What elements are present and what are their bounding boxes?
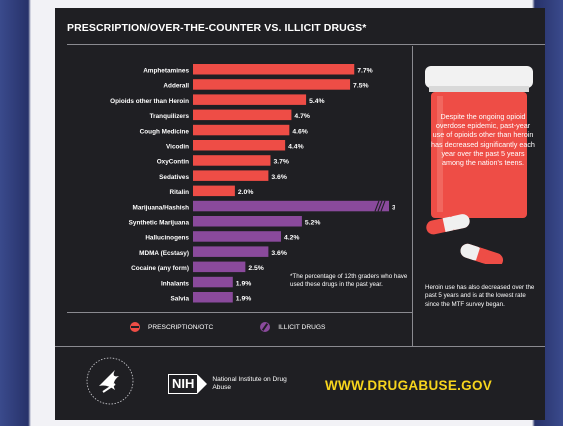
value-label: 3.6% [271,174,287,181]
bar-chart: Amphetamines 7.7% Adderall 7.5% Opioids othe… [110,64,395,303]
bottle-cap [425,66,533,88]
legend-label: ILLICIT DRUGS [278,323,326,331]
bottle-body [431,92,527,218]
category-label: Cocaine (any form) [131,265,189,272]
category-label: Sedatives [159,174,189,181]
bar [193,155,271,166]
chart-legend: PRESCRIPTION/OTC ILLICIT DRUGS [127,320,363,334]
category-label: Inhalants [161,280,189,287]
nih-mark: NIH [168,374,208,394]
category-label: Salvia [171,296,190,303]
bar [193,64,355,75]
value-label: 7.5% [353,83,369,90]
value-label: 1.9% [236,296,252,303]
category-label: Vicodin [166,144,189,151]
value-label: 4.2% [284,235,300,242]
pill-bottle-illustration [425,66,533,264]
bar [193,79,351,90]
value-label: 7.7% [357,68,373,75]
value-label: 4.4% [288,144,304,151]
category-label: Tranquilizers [150,113,190,120]
category-label: OxyContin [157,159,189,166]
bar [193,261,246,273]
nih-logo: NIH National Institute on Drug Abuse [168,374,292,394]
value-label: 34.9% [392,204,395,211]
bar [193,109,292,121]
axis-break-mark [377,200,383,212]
bar [193,140,286,151]
category-label: Marijuana/Hashish [133,204,190,211]
chart-title: PRESCRIPTION/OVER-THE-COUNTER VS. ILLICI… [67,22,367,34]
axis-break-mark [380,200,386,212]
bar [193,276,233,288]
category-label: Amphetamines [143,68,189,75]
pill-icon [260,322,271,332]
infographic-panel: PRESCRIPTION/OVER-THE-COUNTER VS. ILLICI… [55,8,545,420]
category-label: Hallucinogens [145,235,189,242]
hhs-seal-icon [86,357,134,405]
chart-footnote: *The percentage of 12th graders who have… [290,273,408,289]
axis-break-mark [374,200,380,212]
heroin-side-note: Heroin use has also decreased over the p… [425,284,535,308]
value-label: 5.2% [305,220,321,227]
bar [193,170,269,181]
nih-institute-name: National Institute on Drug Abuse [212,375,287,391]
value-label: 2.0% [238,189,254,196]
title-divider [67,44,545,45]
bar [193,231,281,242]
value-label: 2.5% [248,265,264,272]
value-label: 1.9% [236,280,252,287]
category-label: Synthetic Marijuana [129,220,190,227]
category-label: Opioids other than Heroin [110,98,189,105]
bottle-shine [437,96,443,212]
footer-divider [55,346,545,347]
value-label: 4.6% [292,128,308,135]
bar [193,200,389,212]
value-label: 4.7% [294,113,310,120]
value-label: 5.4% [309,98,325,105]
pill-icon [130,322,140,332]
website-link[interactable]: WWW.DRUGABUSE.GOV [325,378,493,393]
bar [193,124,290,136]
bar [193,246,269,257]
category-label: Cough Medicine [140,128,190,135]
nih-letters: NIH [168,374,198,394]
category-label: Ritalin [169,189,189,196]
legend-divider [67,312,412,313]
pill-icon [460,243,504,264]
nih-arrow-icon [197,374,208,394]
bar [193,94,307,105]
category-label: MDMA (Ecstasy) [139,250,189,257]
value-label: 3.6% [271,250,287,257]
legend-item-prescription: PRESCRIPTION/OTC [127,322,213,332]
value-label: 3.7% [273,159,289,166]
bottle-cap-ridge [429,86,529,92]
bottle-callout-text: Despite the ongoing opioid overdose epid… [431,112,535,168]
legend-label: PRESCRIPTION/OTC [148,323,214,331]
vertical-divider [412,46,413,346]
bar [193,185,235,197]
pill-icon [426,214,470,235]
legend-item-illicit: ILLICIT DRUGS [257,322,325,332]
bar [193,216,302,227]
category-label: Adderall [163,83,189,90]
bar [193,292,233,303]
